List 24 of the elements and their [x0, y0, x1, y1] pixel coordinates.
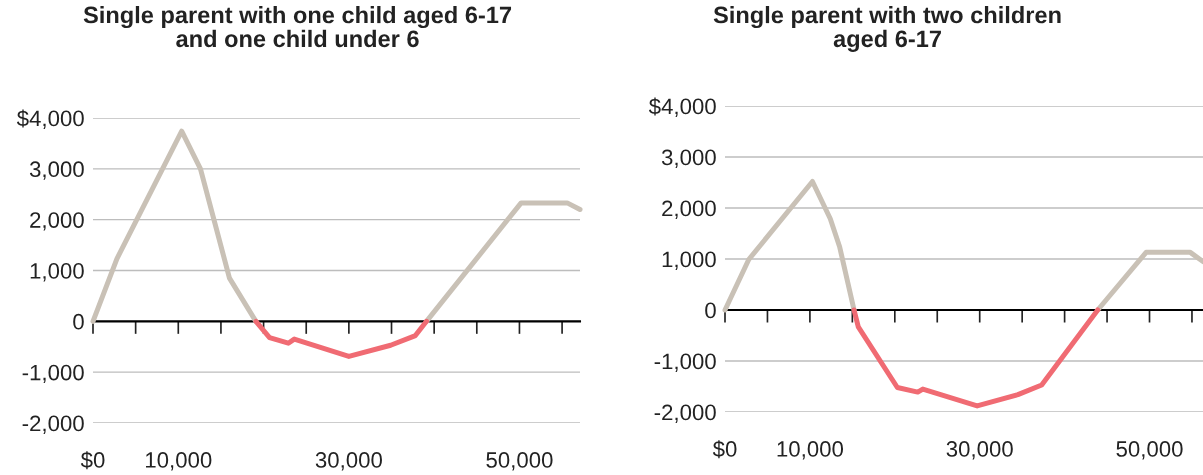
- y-tick-label: -1,000: [654, 353, 716, 372]
- y-tick-label: $4,000: [16, 109, 84, 129]
- y-tick-label: 3,000: [661, 149, 716, 168]
- y-tick-label: 0: [73, 313, 84, 330]
- chart-title: Single parent with one child aged 6-17 and one child under 6: [83, 6, 512, 48]
- x-tick-label: 30,000: [315, 452, 382, 471]
- x-tick-label: 30,000: [946, 441, 1013, 460]
- y-tick-label: 0: [705, 302, 716, 319]
- y-tick-label: 2,000: [662, 200, 716, 219]
- chart-title: Single parent with two children aged 6-17: [713, 6, 1061, 52]
- x-tick-label: 50,000: [486, 452, 553, 471]
- x-tick-label: $0: [712, 440, 737, 459]
- y-tick-label: -2,000: [654, 404, 716, 423]
- y-tick-label: 1,000: [30, 263, 84, 282]
- x-tick-label: 10,000: [777, 441, 844, 460]
- y-tick-label: 1,000: [662, 251, 716, 270]
- x-tick-label: 50,000: [1116, 441, 1183, 460]
- x-tick-label: 10,000: [146, 452, 212, 471]
- y-tick-label: 2,000: [30, 212, 84, 231]
- y-tick-label: $4,000: [648, 97, 716, 117]
- y-tick-label: 3,000: [29, 161, 84, 180]
- y-tick-label: -1,000: [22, 364, 84, 384]
- y-tick-label: -2,000: [22, 415, 84, 434]
- x-tick-label: $0: [80, 451, 105, 470]
